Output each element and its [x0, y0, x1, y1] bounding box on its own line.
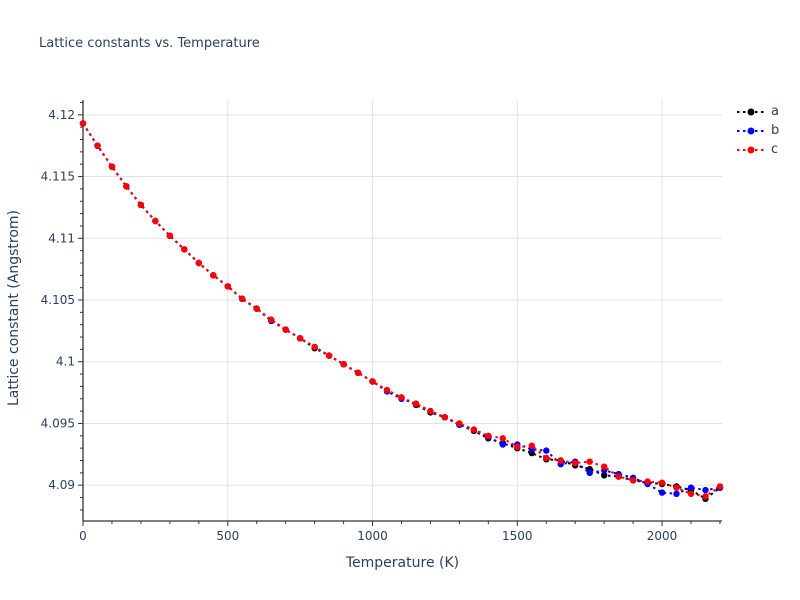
data-point-c	[528, 442, 535, 449]
y-axis-title: Lattice constant (Angstrom)	[6, 209, 22, 407]
gridlines	[83, 100, 722, 521]
data-point-c	[137, 201, 145, 209]
data-point-c	[224, 283, 231, 290]
data-point-c	[658, 479, 666, 486]
y-tick-label: 4.095	[41, 416, 75, 430]
y-tick-label: 4.115	[41, 170, 75, 184]
data-point-c	[615, 473, 622, 480]
legend-marker-c	[737, 146, 765, 153]
data-point-c	[427, 407, 434, 415]
legend-item-b[interactable]: b	[736, 122, 779, 139]
data-point-c	[644, 478, 651, 485]
data-point-c	[557, 457, 564, 464]
y-tick-label: 4.105	[41, 293, 75, 307]
data-point-b	[673, 490, 680, 497]
legend: a b c	[736, 103, 779, 158]
data-point-c	[152, 217, 159, 225]
legend-item-c[interactable]: c	[736, 141, 779, 158]
data-point-c	[296, 335, 304, 342]
data-point-c	[282, 326, 289, 333]
data-point-c	[456, 420, 463, 427]
x-axis-title: Temperature (K)	[345, 555, 460, 571]
data-point-c	[412, 400, 420, 407]
data-point-c	[441, 414, 449, 421]
series-c	[79, 120, 724, 500]
data-point-b	[499, 441, 506, 448]
x-tick-label: 0	[79, 529, 87, 543]
series-a	[79, 120, 724, 502]
data-point-b	[586, 469, 593, 477]
data-point-c	[108, 163, 116, 170]
data-point-c	[354, 369, 362, 376]
x-tick-label: 2000	[647, 529, 678, 543]
legend-label-a: a	[771, 104, 779, 119]
data-point-c	[383, 386, 391, 394]
y-axis: 4.09 4.095 4.1 4.105 4.11 4.115 4.12	[41, 101, 83, 511]
data-point-c	[485, 432, 492, 439]
data-point-c	[586, 458, 593, 465]
x-tick-label: 1500	[502, 529, 533, 543]
legend-label-b: b	[771, 123, 780, 138]
y-tick-label: 4.1	[56, 355, 75, 369]
data-point-b	[687, 484, 695, 491]
data-point-c	[687, 490, 695, 497]
data-point-a	[601, 472, 608, 479]
data-point-c	[268, 316, 275, 323]
data-point-c	[572, 459, 579, 467]
y-tick-label: 4.12	[48, 108, 75, 122]
data-point-c	[94, 142, 101, 149]
data-point-c	[470, 426, 478, 433]
data-point-c	[369, 378, 376, 385]
data-point-c	[253, 305, 260, 312]
y-tick-label: 4.11	[48, 231, 75, 245]
data-point-c	[673, 484, 680, 491]
data-point-c	[702, 493, 709, 500]
data-point-c	[514, 443, 521, 451]
data-point-c	[716, 483, 724, 490]
x-tick-label: 1000	[357, 529, 388, 543]
data-point-c	[543, 454, 550, 462]
chart-title: Lattice constants vs. Temperature	[39, 36, 260, 51]
data-point-c	[210, 272, 217, 279]
data-point-c	[166, 232, 174, 239]
data-point-c	[123, 183, 130, 190]
data-point-c	[311, 343, 318, 351]
legend-marker-a	[737, 108, 765, 115]
data-point-c	[340, 361, 347, 368]
y-tick-label: 4.09	[48, 478, 75, 492]
data-point-c	[601, 463, 608, 470]
data-point-b	[702, 486, 709, 494]
data-point-c	[239, 295, 246, 302]
data-point-c	[79, 120, 87, 127]
data-point-c	[629, 477, 637, 484]
legend-marker-b	[737, 127, 765, 134]
data-point-b	[543, 447, 550, 454]
data-point-c	[398, 394, 405, 401]
data-point-c	[325, 352, 333, 359]
axis-spines	[82, 100, 722, 522]
data-point-c	[181, 246, 188, 253]
x-axis: 0 500 1000 1500 2000	[79, 521, 721, 543]
legend-item-a[interactable]: a	[736, 103, 779, 120]
x-tick-label: 500	[216, 529, 239, 543]
data-point-c	[195, 259, 202, 267]
data-point-c	[499, 435, 506, 442]
legend-label-c: c	[771, 142, 779, 157]
data-point-b	[658, 489, 666, 496]
